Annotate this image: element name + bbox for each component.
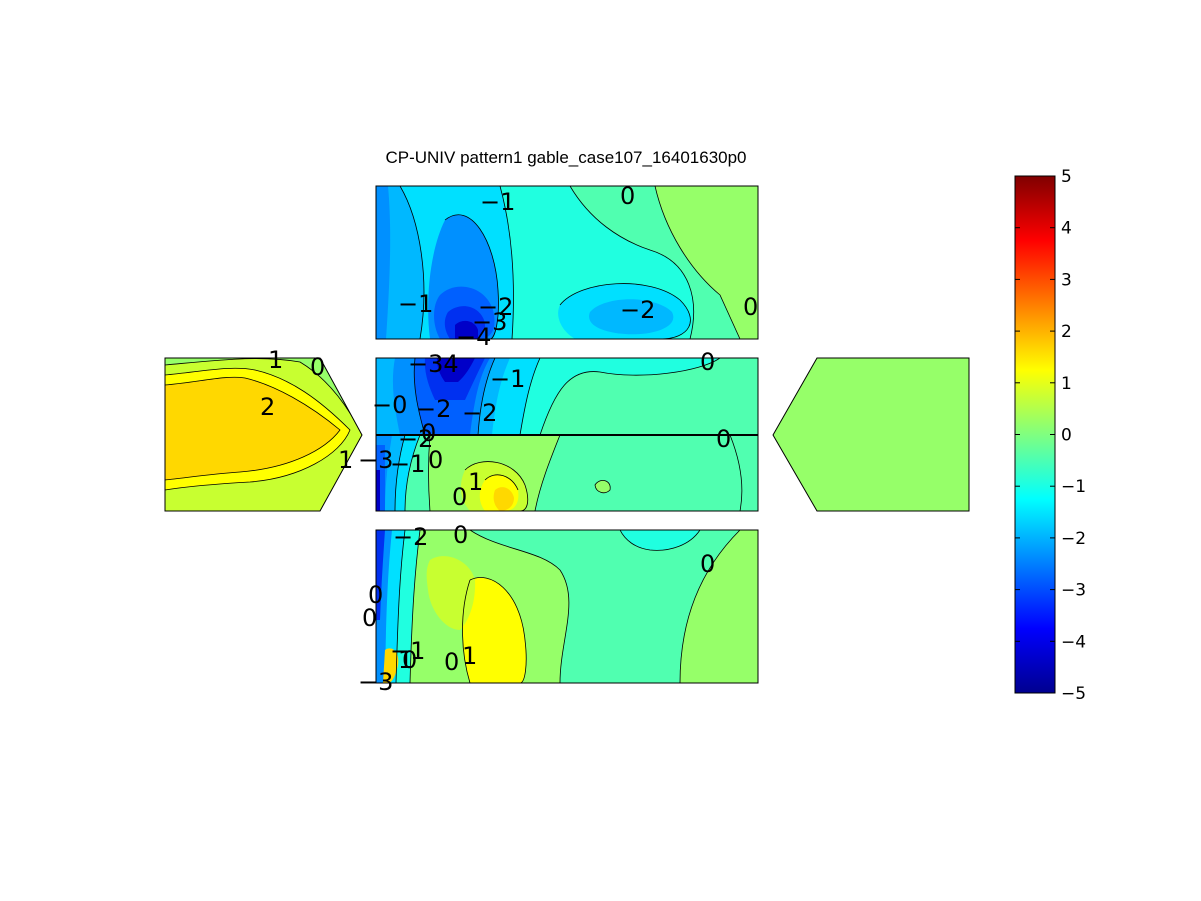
contour-label: −1	[390, 450, 425, 478]
contour-label: −4	[456, 323, 491, 351]
contour-label: −2	[416, 395, 451, 423]
contour-label: −1	[490, 365, 525, 393]
contour-labels: −1 0−1 −2−3−4−2 01 021 −3−1 0−34−10−0 −2 −20−2 00…	[260, 182, 758, 696]
contour-label: −2	[398, 425, 433, 453]
colorbar-tick-label: 5	[1061, 167, 1072, 187]
contour-label: 0	[700, 348, 715, 376]
contour-label: −1	[390, 637, 425, 665]
contour-label: 1	[268, 346, 283, 374]
contour-label: −3	[472, 308, 507, 336]
contour-label: 0	[421, 419, 436, 447]
contour-label: 1	[338, 446, 353, 474]
panel-middle-lower	[376, 435, 758, 511]
contour-label: −3	[358, 446, 393, 474]
contour-label: −2	[478, 293, 513, 321]
contour-label: −34	[408, 350, 459, 378]
colorbar-tick-label: −5	[1061, 684, 1086, 704]
contour-label: −0	[372, 391, 407, 419]
panel-bottom	[376, 530, 758, 683]
contour-label: 0	[428, 446, 443, 474]
contour-label: −1	[480, 188, 515, 216]
panel-middle-upper	[376, 358, 758, 435]
contour-label: 0	[743, 293, 758, 321]
contour-label: −2	[462, 399, 497, 427]
colorbar-tick-label: 2	[1061, 322, 1072, 342]
contour-label: 0	[452, 483, 467, 511]
colorbar-tick-label: −2	[1061, 529, 1086, 549]
contour-label: 0	[453, 521, 468, 549]
contour-label: 1	[462, 642, 477, 670]
contour-label: 0	[444, 648, 459, 676]
contour-label: 2	[260, 393, 275, 421]
contour-label: 0	[402, 646, 417, 674]
contour-label: 1	[468, 468, 483, 496]
contour-label: 0	[620, 182, 635, 210]
colorbar-tick-label: 1	[1061, 374, 1072, 394]
colorbar	[1014, 175, 1056, 694]
contour-label: 0	[362, 604, 377, 632]
contour-label: −2	[393, 523, 428, 551]
contour-label: 1	[398, 646, 413, 674]
contour-label: 0	[700, 550, 715, 578]
colorbar-tick-label: 0	[1061, 426, 1072, 446]
panel-left-gable	[165, 358, 362, 511]
colorbar-tick-label: −4	[1061, 632, 1086, 652]
chart-title: CP-UNIV pattern1 gable_case107_16401630p…	[385, 148, 746, 167]
colorbar-ticks: 5 4 3 2 1 0 −1 −2 −3 −4 −5	[1015, 167, 1086, 704]
colorbar-tick-label: 4	[1061, 219, 1072, 239]
colorbar-tick-label: −3	[1061, 581, 1086, 601]
contour-label: 0	[368, 581, 383, 609]
colorbar-tick-label: 3	[1061, 270, 1072, 290]
contour-label: −2	[620, 296, 655, 324]
panel-top	[376, 186, 758, 339]
panel-right-gable	[772, 357, 970, 512]
contour-label: 0	[716, 425, 731, 453]
contour-label: −3	[358, 668, 393, 696]
contour-label: −1	[398, 290, 433, 318]
colorbar-tick-label: −1	[1061, 477, 1086, 497]
contour-label: 0	[310, 353, 325, 381]
